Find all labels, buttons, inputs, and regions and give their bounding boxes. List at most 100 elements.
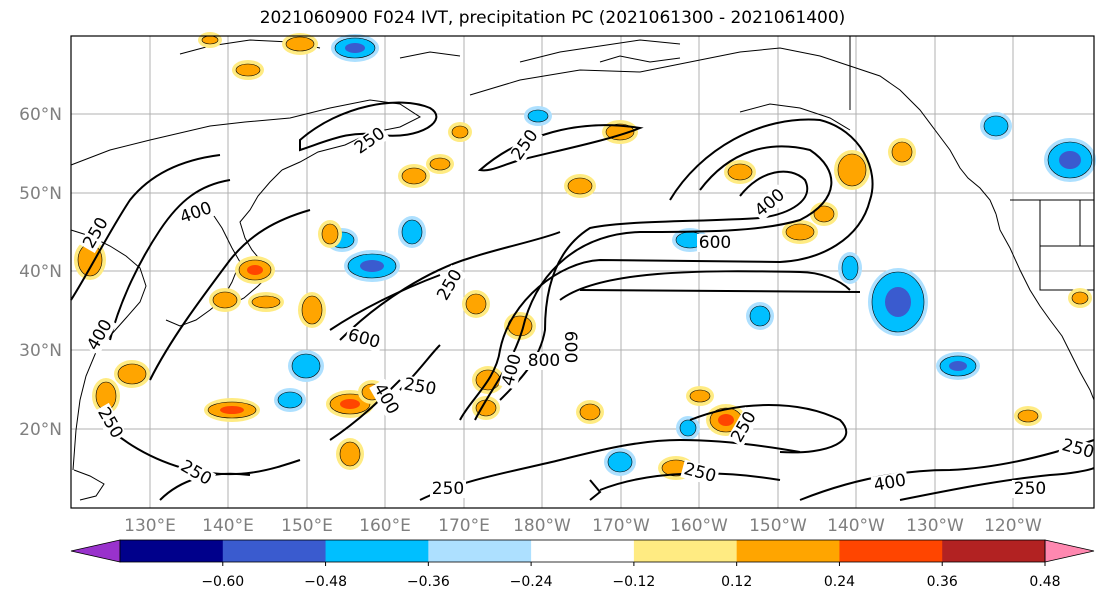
contour-label: 250 — [432, 479, 464, 499]
anomaly-patch — [339, 441, 361, 467]
contour-label-bg — [369, 378, 403, 420]
map-title: 2021060900 F024 IVT, precipitation PC (2… — [259, 8, 846, 28]
colorbar-tick-label: 0.48 — [1029, 574, 1060, 590]
anomaly-patch — [301, 295, 323, 325]
colorbar-tick-label: −0.60 — [201, 574, 244, 590]
contour-label-bg — [727, 406, 761, 448]
colorbar-bin — [942, 540, 1046, 562]
longitude-label: 130°E — [124, 516, 176, 536]
contour-label: 250 — [1014, 479, 1046, 499]
anomaly-patch — [291, 353, 321, 379]
contour-label-bg — [498, 350, 526, 390]
contour-label-bg — [400, 375, 440, 399]
contour-label-bg — [430, 480, 466, 498]
anomaly-patch-core — [1059, 151, 1081, 169]
longitude-label: 160°E — [359, 516, 411, 536]
contour-label: 600 — [560, 331, 580, 363]
colorbar-tick-label: 0.12 — [721, 574, 752, 590]
colorbar-tick-label: 0.36 — [927, 574, 958, 590]
longitude-label: 150°E — [281, 516, 333, 536]
anomaly-patch — [841, 255, 859, 281]
longitude-label: 140°W — [827, 516, 885, 536]
anomaly-patch-core — [718, 414, 734, 426]
longitude-label: 170°W — [592, 516, 650, 536]
colorbar-bin — [325, 540, 429, 562]
colorbar-tick-label: −0.24 — [510, 574, 553, 590]
colorbar-tick-label: −0.12 — [612, 574, 655, 590]
contour-label-bg — [870, 471, 910, 495]
latitude-label: 30°N — [19, 341, 62, 361]
contour-label-bg — [350, 123, 390, 159]
longitude-label: 150°W — [749, 516, 807, 536]
latitude-label: 50°N — [19, 184, 62, 204]
anomaly-patch — [277, 391, 303, 409]
anomaly-patch — [579, 403, 601, 421]
contour-label-bg — [561, 329, 579, 365]
contour-label-bg — [1012, 480, 1048, 498]
anomaly-patch — [429, 157, 451, 171]
colorbar-bin — [222, 540, 327, 562]
colorbar-tick-label: 0.24 — [824, 574, 855, 590]
latitude-label: 20°N — [19, 420, 62, 440]
anomaly-patch — [891, 141, 913, 163]
anomaly-patch — [401, 219, 423, 245]
anomaly-patch — [1071, 291, 1089, 305]
colorbar-tick-label: −0.36 — [407, 574, 450, 590]
contour-label-bg — [1058, 435, 1098, 463]
anomaly-patch — [201, 35, 219, 45]
longitude-labels: 130°E 140°E 150°E 160°E 170°E 180°W 170°W 160°W… — [124, 516, 1042, 536]
anomaly-patch — [727, 163, 753, 181]
anomaly-patch-core — [340, 399, 360, 409]
anomaly-patch — [212, 291, 238, 309]
contour-label-bg — [93, 402, 127, 444]
contour-label-bg — [697, 234, 733, 252]
map-panel — [71, 36, 1094, 508]
contour-label: 600 — [699, 233, 731, 253]
colorbar-extend-high — [1044, 539, 1095, 563]
longitude-label: 140°E — [202, 516, 254, 536]
colorbar-bin — [531, 540, 635, 562]
contour-label-bg — [680, 459, 720, 487]
contour-label-bg — [79, 212, 113, 254]
longitude-label: 130°W — [906, 516, 964, 536]
anomaly-patch-core — [360, 260, 384, 272]
anomaly-patch — [117, 363, 147, 385]
anomaly-patch — [837, 153, 867, 187]
anomaly-patch — [749, 305, 771, 327]
longitude-label: 170°E — [438, 516, 490, 536]
anomaly-patch — [465, 293, 487, 315]
colorbar-bin — [839, 540, 943, 562]
colorbar — [70, 539, 1095, 563]
colorbar-bin — [736, 540, 840, 562]
latitude-label: 60°N — [19, 105, 62, 125]
contour-label-bg — [526, 352, 562, 370]
contour-label-bg — [176, 198, 216, 228]
contour-label-bg — [344, 325, 384, 353]
anomaly-patch — [251, 295, 281, 309]
latitude-label: 40°N — [19, 262, 62, 282]
anomaly-patch — [813, 205, 835, 223]
anomaly-patch — [1017, 409, 1039, 423]
colorbar-bin — [633, 540, 738, 562]
anomaly-patch-core — [247, 265, 263, 275]
longitude-label: 120°W — [984, 516, 1042, 536]
precip-anomaly-shading — [74, 32, 1096, 480]
colorbar-bin — [428, 540, 532, 562]
anomaly-patch — [567, 177, 593, 195]
longitude-label: 160°W — [670, 516, 728, 536]
anomaly-patch — [285, 36, 315, 52]
anomaly-patch — [607, 451, 633, 473]
contour-label-bg — [175, 456, 217, 490]
ivt-contours — [70, 101, 1095, 501]
anomaly-patch — [983, 115, 1009, 137]
anomaly-patch — [785, 223, 815, 241]
contour-label-bg — [83, 314, 117, 356]
anomaly-patch — [401, 167, 427, 185]
colorbar-bin — [120, 540, 224, 562]
anomaly-patch — [321, 223, 339, 245]
anomaly-patch-core — [949, 361, 967, 371]
anomaly-patch — [679, 419, 697, 437]
colorbar-extend-low — [70, 539, 121, 563]
contour-label-bg — [507, 125, 543, 165]
